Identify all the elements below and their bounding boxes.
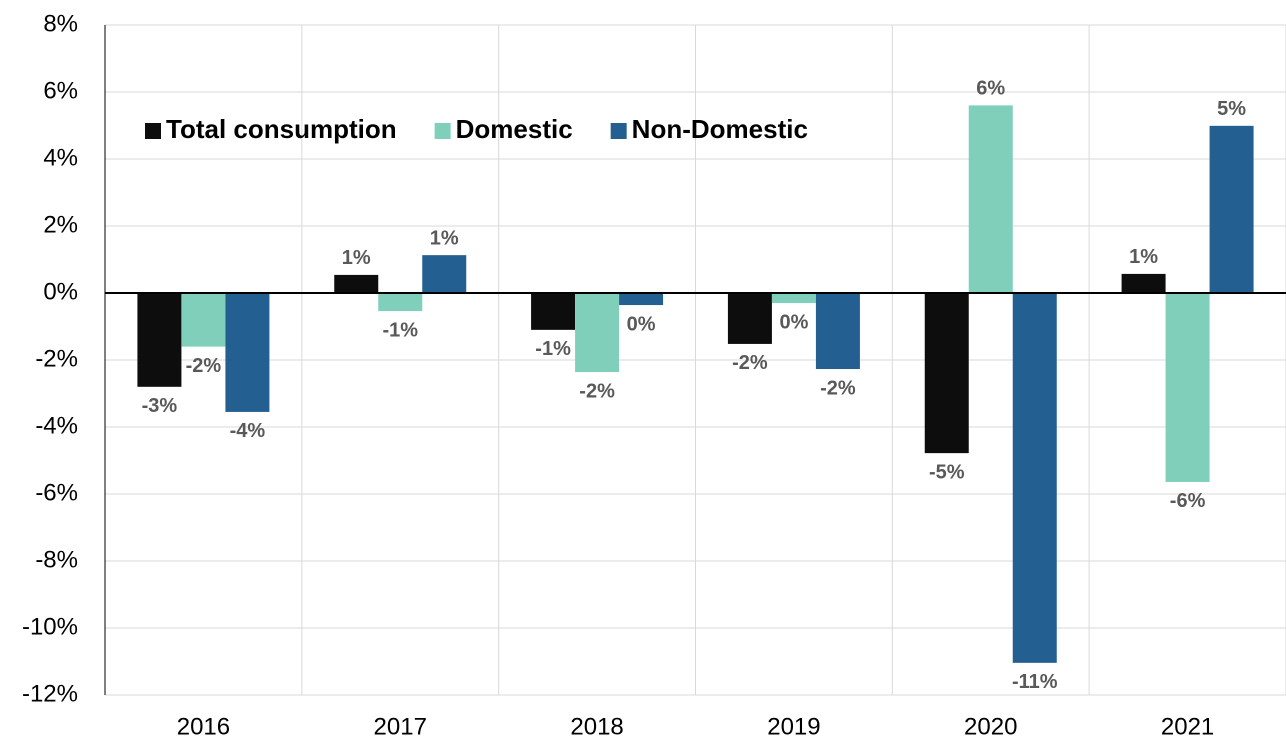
data-label: 5% [1217, 98, 1246, 120]
x-tick-label: 2019 [767, 713, 820, 740]
x-tick-label: 2021 [1161, 713, 1214, 740]
data-label: -6% [1170, 490, 1206, 512]
y-tick-label: 8% [43, 10, 78, 37]
y-tick-label: 6% [43, 77, 78, 104]
legend-swatch [610, 123, 627, 139]
data-label: 6% [976, 78, 1005, 100]
bar [1012, 293, 1057, 663]
data-label: -3% [142, 395, 178, 417]
data-label: -2% [820, 377, 856, 399]
bar [137, 293, 182, 387]
data-label: 0% [779, 311, 808, 333]
x-tick-label: 2020 [964, 713, 1017, 740]
bar [727, 293, 772, 344]
legend-label: Total consumption [166, 114, 397, 144]
legend-swatch [145, 123, 161, 139]
y-tick-label: -12% [22, 680, 78, 707]
y-tick-label: -6% [35, 479, 78, 506]
data-label: 1% [342, 247, 371, 269]
bar [619, 293, 664, 306]
legend-swatch [434, 123, 451, 139]
bar [531, 293, 576, 330]
data-label: 1% [430, 227, 459, 249]
x-tick-label: 2018 [570, 713, 623, 740]
y-tick-label: -4% [35, 412, 78, 439]
y-tick-label: 2% [43, 211, 78, 238]
data-label: 0% [627, 313, 656, 335]
y-tick-label: -10% [22, 613, 78, 640]
y-tick-label: 4% [43, 144, 78, 171]
y-tick-label: -2% [35, 345, 78, 372]
bar [1121, 273, 1166, 293]
y-tick-label: 0% [43, 278, 78, 305]
bar [181, 293, 226, 347]
bar [334, 274, 379, 293]
bar [771, 293, 816, 304]
bar [924, 293, 969, 454]
y-tick-label: -8% [35, 546, 78, 573]
legend-label: Non-Domestic [632, 114, 808, 144]
bar [575, 293, 620, 373]
bar [815, 293, 860, 370]
data-label: -2% [579, 380, 615, 402]
bar [1209, 125, 1254, 294]
data-label: -1% [382, 319, 418, 341]
bar [1165, 293, 1210, 482]
bar [422, 255, 467, 293]
data-label: -4% [230, 420, 266, 442]
data-label: -2% [186, 355, 222, 377]
bar [378, 293, 423, 312]
bar [225, 293, 270, 412]
bar [968, 105, 1013, 294]
x-tick-label: 2016 [177, 713, 230, 740]
data-label: 1% [1129, 246, 1158, 268]
data-label: -2% [732, 352, 768, 374]
data-label: -1% [535, 338, 571, 360]
data-label: -11% [1012, 671, 1058, 693]
x-tick-label: 2017 [374, 713, 427, 740]
data-label: -5% [929, 461, 965, 483]
legend-label: Domestic [456, 114, 573, 144]
